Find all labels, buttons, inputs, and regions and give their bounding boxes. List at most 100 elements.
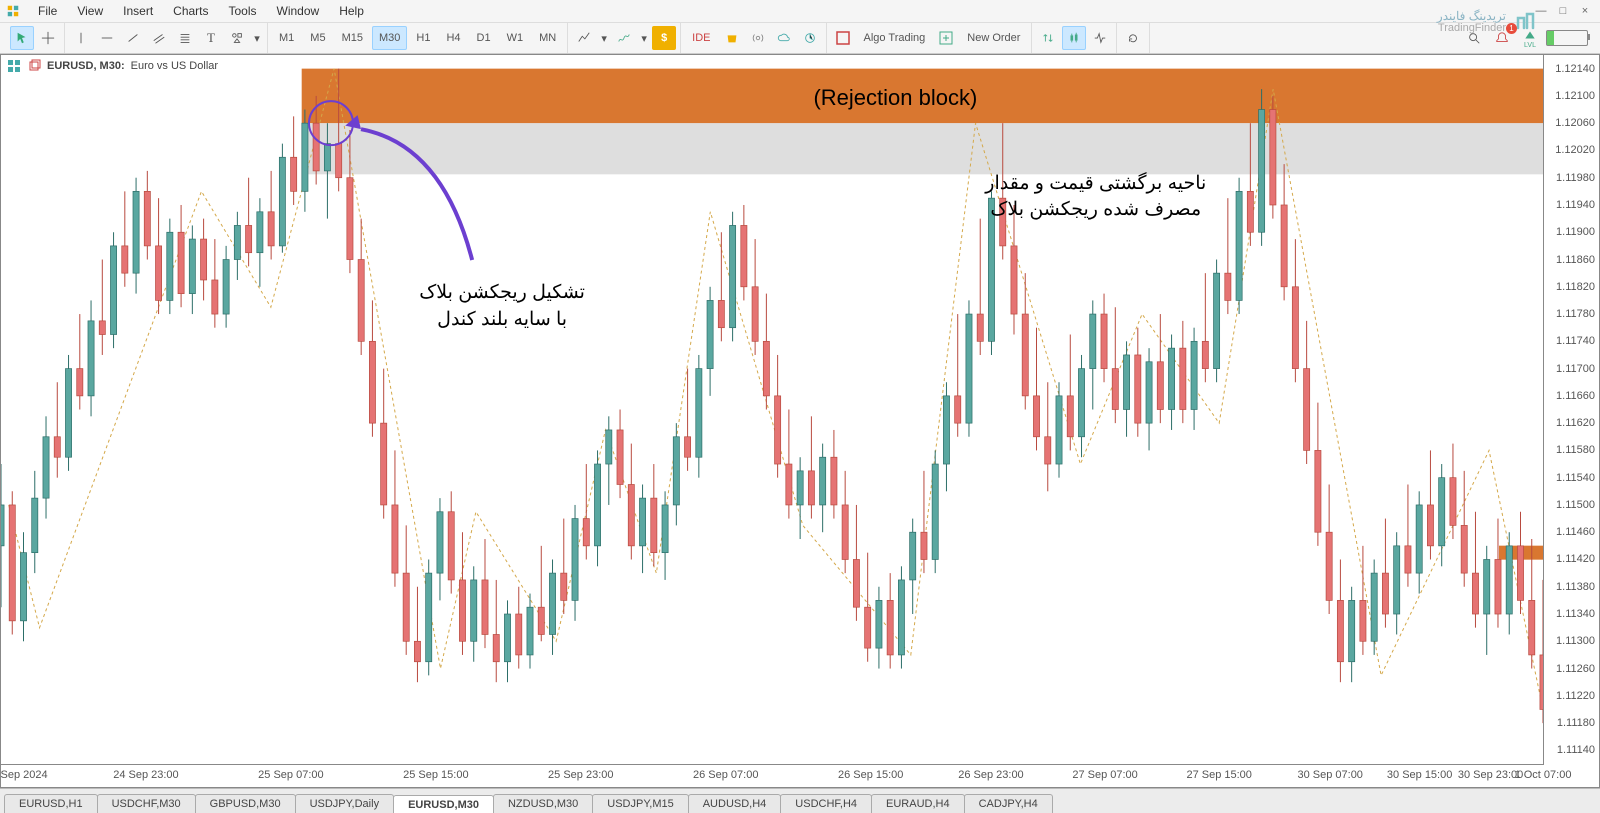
pulse-icon[interactable] [1088, 26, 1112, 50]
tab-AUDUSD-H4[interactable]: AUDUSD,H4 [688, 794, 782, 813]
xtick: 26 Sep 07:00 [693, 769, 758, 781]
chart-desc: Euro vs US Dollar [131, 60, 218, 72]
xtick: 30 Sep 15:00 [1387, 769, 1452, 781]
more-draw-icon[interactable]: ▾ [251, 26, 263, 50]
chart-tabs: EURUSD,H1USDCHF,M30GBPUSD,M30USDJPY,Dail… [0, 788, 1600, 813]
ytick: 1.11820 [1556, 281, 1595, 293]
tab-USDCHF-M30[interactable]: USDCHF,M30 [97, 794, 196, 813]
tab-EURUSD-M30[interactable]: EURUSD,M30 [393, 795, 494, 813]
xtick: 27 Sep 15:00 [1186, 769, 1251, 781]
xtick: 30 Sep 23:00 [1458, 769, 1523, 781]
ytick: 1.11700 [1556, 363, 1595, 375]
candles-icon[interactable] [1062, 26, 1086, 50]
ytick: 1.12060 [1555, 117, 1595, 129]
algo-trading-button[interactable]: Algo Trading [857, 26, 933, 50]
ytick: 1.11220 [1556, 690, 1595, 702]
refresh-icon[interactable] [1121, 26, 1145, 50]
fibo-tool-icon[interactable] [173, 26, 197, 50]
chart-header: EURUSD, M30: Euro vs US Dollar [7, 59, 218, 73]
tab-GBPUSD-M30[interactable]: GBPUSD,M30 [195, 794, 296, 813]
ytick: 1.11580 [1556, 444, 1595, 456]
dollar-icon[interactable]: $ [652, 26, 676, 50]
menu-charts[interactable]: Charts [163, 2, 218, 20]
timeframe-H1[interactable]: H1 [409, 26, 437, 50]
algo-checkbox-icon[interactable] [831, 26, 855, 50]
timeframe-W1[interactable]: W1 [500, 26, 531, 50]
ytick: 1.11620 [1556, 417, 1595, 429]
ytick: 1.11180 [1557, 717, 1595, 729]
menu-tools[interactable]: Tools [219, 2, 267, 20]
grid-icon[interactable] [7, 59, 21, 73]
xtick: 25 Sep 23:00 [548, 769, 613, 781]
chart-line-icon[interactable] [572, 26, 596, 50]
ide-button[interactable]: IDE [685, 26, 717, 50]
tab-EURUSD-H1[interactable]: EURUSD,H1 [4, 794, 98, 813]
toolbar: T ▾ M1M5M15M30H1H4D1W1MN ▾ ▾ $ IDE Algo … [0, 23, 1600, 54]
ytick: 1.11420 [1556, 553, 1595, 565]
ytick: 1.11460 [1556, 526, 1595, 538]
tab-USDCHF-H4[interactable]: USDCHF,H4 [780, 794, 872, 813]
tab-USDJPY-Daily[interactable]: USDJPY,Daily [295, 794, 395, 813]
menu-insert[interactable]: Insert [113, 2, 163, 20]
indicator-icon[interactable] [612, 26, 636, 50]
brand-logo: تریدینگ فایندر TradingFinder [1437, 8, 1540, 36]
svg-text:(Rejection block): (Rejection block) [813, 85, 977, 110]
xtick: 25 Sep 07:00 [258, 769, 323, 781]
timeframe-M5[interactable]: M5 [303, 26, 332, 50]
ytick: 1.12100 [1555, 90, 1595, 102]
chart-panel[interactable]: EURUSD, M30: Euro vs US Dollar (Rejectio… [0, 54, 1600, 788]
market-icon[interactable] [720, 26, 744, 50]
ytick: 1.11140 [1557, 744, 1595, 756]
crosshair-tool-icon[interactable] [36, 26, 60, 50]
ytick: 1.11340 [1556, 608, 1595, 620]
annotation-1: تشکیل ریجکشن بلاکبا سایه بلند کندل [382, 280, 622, 333]
ytick: 1.12140 [1555, 63, 1595, 75]
ytick: 1.11780 [1556, 308, 1595, 320]
chart-dd-icon[interactable]: ▾ [598, 26, 610, 50]
window-max-button[interactable]: □ [1554, 5, 1572, 17]
shapes-tool-icon[interactable] [225, 26, 249, 50]
battery-icon [1546, 30, 1588, 46]
candlestick-chart: (Rejection block) [1, 55, 1543, 764]
tab-NZDUSD-M30[interactable]: NZDUSD,M30 [493, 794, 593, 813]
timeframe-H4[interactable]: H4 [439, 26, 467, 50]
xtick: 26 Sep 15:00 [838, 769, 903, 781]
ytick: 1.12020 [1555, 144, 1595, 156]
xtick: 24 Sep 23:00 [113, 769, 178, 781]
new-order-plus-icon[interactable] [934, 26, 958, 50]
hline-tool-icon[interactable] [95, 26, 119, 50]
tab-CADJPY-H4[interactable]: CADJPY,H4 [964, 794, 1053, 813]
timeframe-M15[interactable]: M15 [335, 26, 370, 50]
time-axis: 24 Sep 202424 Sep 23:0025 Sep 07:0025 Se… [1, 761, 1543, 787]
app-logo-icon [6, 4, 20, 18]
new-order-button[interactable]: New Order [960, 26, 1027, 50]
detach-icon[interactable] [27, 59, 41, 73]
channel-tool-icon[interactable] [147, 26, 171, 50]
menu-window[interactable]: Window [267, 2, 330, 20]
cursor-tool-icon[interactable] [10, 26, 34, 50]
signal-icon[interactable] [746, 26, 770, 50]
timeframe-D1[interactable]: D1 [470, 26, 498, 50]
notification-icon[interactable]: 1 [1490, 26, 1514, 50]
menu-file[interactable]: File [28, 2, 67, 20]
window-close-button[interactable]: × [1576, 5, 1594, 17]
menu-help[interactable]: Help [329, 2, 374, 20]
timeframe-M1[interactable]: M1 [272, 26, 301, 50]
tab-EURAUD-H4[interactable]: EURAUD,H4 [871, 794, 965, 813]
buy-arrows-icon[interactable] [1036, 26, 1060, 50]
ytick: 1.11860 [1556, 254, 1595, 266]
text-tool-icon[interactable]: T [199, 26, 223, 50]
xtick: 30 Sep 07:00 [1297, 769, 1362, 781]
timeframe-M30[interactable]: M30 [372, 26, 407, 50]
indicator-dd-icon[interactable]: ▾ [638, 26, 650, 50]
price-axis: 1.111401.111801.112201.112601.113001.113… [1543, 55, 1599, 761]
cloud-icon[interactable] [772, 26, 796, 50]
chart-symbol: EURUSD, M30: [47, 60, 125, 72]
menu-view[interactable]: View [67, 2, 113, 20]
vline-tool-icon[interactable] [69, 26, 93, 50]
timeframe-MN[interactable]: MN [532, 26, 563, 50]
window-controls: — □ × [1532, 5, 1594, 17]
trendline-tool-icon[interactable] [121, 26, 145, 50]
tab-USDJPY-M15[interactable]: USDJPY,M15 [592, 794, 688, 813]
vps-icon[interactable] [798, 26, 822, 50]
